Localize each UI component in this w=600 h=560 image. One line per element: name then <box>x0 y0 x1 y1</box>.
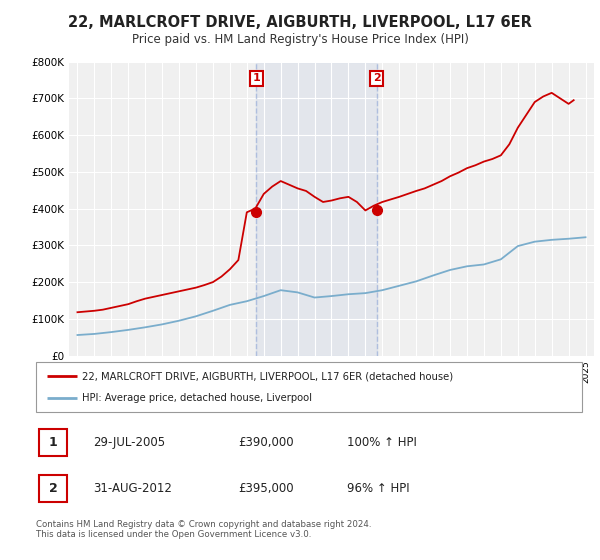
Text: 100% ↑ HPI: 100% ↑ HPI <box>347 436 417 449</box>
Text: Price paid vs. HM Land Registry's House Price Index (HPI): Price paid vs. HM Land Registry's House … <box>131 34 469 46</box>
Text: £395,000: £395,000 <box>238 482 293 495</box>
Text: Contains HM Land Registry data © Crown copyright and database right 2024.
This d: Contains HM Land Registry data © Crown c… <box>36 520 371 539</box>
Text: 1: 1 <box>253 73 260 83</box>
Text: 22, MARLCROFT DRIVE, AIGBURTH, LIVERPOOL, L17 6ER (detached house): 22, MARLCROFT DRIVE, AIGBURTH, LIVERPOOL… <box>82 371 454 381</box>
FancyBboxPatch shape <box>39 429 67 456</box>
Text: 2: 2 <box>49 482 58 495</box>
Bar <box>256 62 377 356</box>
FancyBboxPatch shape <box>39 475 67 502</box>
Text: 29-JUL-2005: 29-JUL-2005 <box>94 436 166 449</box>
Text: 2: 2 <box>373 73 380 83</box>
Text: 22, MARLCROFT DRIVE, AIGBURTH, LIVERPOOL, L17 6ER: 22, MARLCROFT DRIVE, AIGBURTH, LIVERPOOL… <box>68 15 532 30</box>
FancyBboxPatch shape <box>36 362 582 412</box>
Text: £390,000: £390,000 <box>238 436 293 449</box>
Text: 1: 1 <box>49 436 58 449</box>
Text: 96% ↑ HPI: 96% ↑ HPI <box>347 482 410 495</box>
Text: 31-AUG-2012: 31-AUG-2012 <box>94 482 172 495</box>
Text: HPI: Average price, detached house, Liverpool: HPI: Average price, detached house, Live… <box>82 393 313 403</box>
